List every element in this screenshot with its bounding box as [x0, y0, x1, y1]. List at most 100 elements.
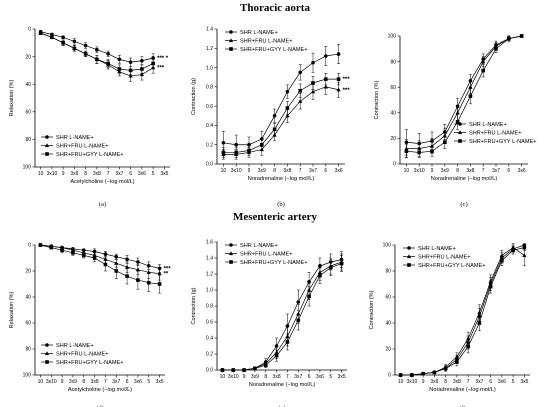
- data-point: [310, 89, 316, 94]
- x-tick-label: 3x8: [453, 379, 461, 385]
- x-axis-label: Noradrenaline (−log mol/L): [429, 387, 496, 393]
- y-axis-label: Relaxation (%): [9, 292, 15, 329]
- data-point: [135, 267, 141, 272]
- data-point: [336, 52, 341, 56]
- data-point: [307, 294, 311, 299]
- x-tick-label: 3x10: [231, 168, 242, 174]
- x-tick-label: 3x5: [338, 374, 346, 380]
- x-tick-label: 3x9: [69, 379, 77, 385]
- x-tick-label: 3x7: [112, 379, 120, 385]
- data-point: [128, 73, 133, 78]
- data-point: [429, 143, 435, 148]
- x-tick-label: 3x7: [475, 379, 483, 385]
- data-point: [117, 57, 122, 62]
- x-axis-label: Noradrenaline (−log mol/L): [249, 382, 316, 388]
- x-tick-label: 8: [444, 379, 447, 385]
- y-axis-label: Contraction (g): [191, 287, 197, 324]
- y-tick-label: 0.0: [206, 368, 213, 374]
- legend-marker: [229, 30, 233, 34]
- x-tick-label: 5: [329, 374, 332, 380]
- data-point: [81, 250, 86, 255]
- data-point: [336, 87, 341, 92]
- series-line: [40, 244, 160, 269]
- series-line: [406, 35, 522, 149]
- y-tick-label: 0: [28, 243, 31, 249]
- data-point: [519, 34, 524, 38]
- x-tick-label: 3x9: [258, 168, 266, 174]
- y-tick-label: 80: [390, 59, 396, 65]
- data-point: [220, 368, 225, 372]
- legend-label: SHR+FRU+GYY L-NAME+: [240, 47, 308, 53]
- legend-label: SHR+FRU L-NAME+: [56, 144, 109, 150]
- data-point: [328, 265, 333, 270]
- legend-label: SHR+FRU L-NAME+: [56, 352, 109, 358]
- y-tick-label: 0.6: [206, 104, 213, 110]
- y-tick-label: 1.2: [206, 46, 213, 52]
- data-point: [103, 262, 108, 267]
- legend-marker: [229, 47, 233, 51]
- legend-marker: [229, 243, 233, 247]
- data-point: [221, 140, 226, 145]
- data-point: [61, 35, 65, 40]
- data-point: [60, 248, 64, 252]
- data-point: [455, 110, 460, 115]
- y-tick-label: 80: [25, 137, 31, 143]
- x-tick-label: 3x9: [251, 374, 259, 380]
- x-tick-label: 10: [404, 168, 410, 174]
- data-point: [242, 368, 246, 372]
- series-line: [222, 261, 342, 371]
- panel-label: (a): [99, 201, 106, 208]
- panel-label: (f): [459, 405, 466, 407]
- data-point: [50, 32, 54, 37]
- x-tick-label: 3x9: [70, 171, 78, 177]
- x-tick-label: 3x6: [138, 171, 146, 177]
- series-line: [222, 263, 342, 371]
- y-tick-label: 0.4: [206, 123, 213, 129]
- x-tick-label: 8: [264, 374, 267, 380]
- y-tick-label: 1.2: [206, 272, 213, 278]
- y-tick-label: 20: [390, 136, 396, 142]
- panel-label: (c): [460, 201, 467, 208]
- x-tick-label: 3x10: [228, 374, 239, 380]
- data-point: [157, 271, 162, 276]
- y-tick-label: 100: [383, 243, 392, 249]
- data-point: [136, 278, 140, 282]
- series-line: [400, 247, 525, 376]
- data-point: [421, 371, 425, 376]
- data-point: [274, 353, 279, 358]
- x-tick-label: 5: [152, 171, 155, 177]
- chart-panel-d: 0 20 40 60 80 100 10 3x10 9 3x9 8 3x8 7 3x7 6 3x6 5 3x5 Ac…: [9, 243, 171, 407]
- legend-marker: [229, 260, 233, 264]
- data-point: [311, 81, 315, 85]
- data-point: [481, 59, 486, 64]
- y-tick-label: 80: [25, 347, 31, 353]
- data-point: [103, 252, 108, 256]
- data-point: [477, 310, 482, 315]
- data-point: [455, 360, 459, 364]
- data-point: [296, 300, 301, 304]
- data-point: [468, 85, 473, 89]
- series-line: [406, 35, 522, 144]
- data-point: [146, 280, 151, 285]
- series-line: [223, 53, 339, 146]
- significance-label: **: [164, 272, 169, 278]
- x-tick-label: 3x9: [430, 379, 438, 385]
- x-tick-label: 8: [456, 168, 459, 174]
- data-point: [430, 149, 434, 153]
- legend-marker: [407, 246, 411, 250]
- data-point: [499, 253, 504, 257]
- x-tick-label: 6: [489, 379, 492, 385]
- data-point: [481, 68, 485, 73]
- x-tick-label: 3x8: [93, 171, 101, 177]
- legend-label: SHR+FRU+GYY L-NAME+: [56, 152, 124, 158]
- x-tick-label: 9: [62, 171, 65, 177]
- legend-marker: [45, 360, 49, 364]
- data-point: [92, 256, 97, 260]
- x-tick-label: 3x6: [134, 379, 142, 385]
- y-tick-label: 0.8: [206, 304, 213, 310]
- data-point: [522, 253, 527, 257]
- significance-label: *** *: [157, 56, 169, 62]
- data-point: [114, 261, 119, 265]
- x-tick-label: 3x7: [294, 374, 302, 380]
- data-point: [59, 245, 65, 250]
